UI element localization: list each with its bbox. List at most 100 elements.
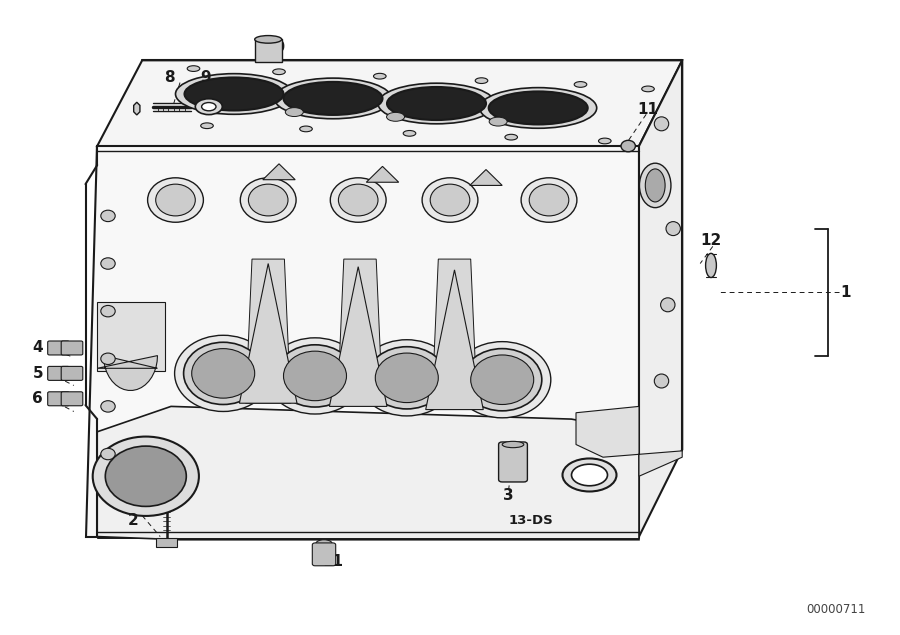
Text: 00000711: 00000711: [806, 603, 866, 616]
Ellipse shape: [175, 335, 272, 411]
FancyBboxPatch shape: [499, 442, 527, 482]
Text: 6: 6: [32, 391, 43, 406]
Polygon shape: [134, 102, 140, 115]
Polygon shape: [338, 259, 382, 403]
Polygon shape: [366, 166, 399, 182]
Ellipse shape: [101, 210, 115, 222]
Polygon shape: [426, 270, 483, 410]
Ellipse shape: [148, 178, 203, 222]
Ellipse shape: [255, 36, 282, 43]
FancyBboxPatch shape: [97, 302, 165, 371]
Ellipse shape: [642, 86, 654, 91]
Text: 1: 1: [841, 284, 851, 300]
Ellipse shape: [387, 112, 405, 121]
Ellipse shape: [201, 123, 213, 128]
Ellipse shape: [273, 69, 285, 74]
Ellipse shape: [489, 91, 588, 124]
Ellipse shape: [475, 78, 488, 83]
Ellipse shape: [574, 82, 587, 88]
Text: 2: 2: [128, 513, 139, 528]
Ellipse shape: [240, 178, 296, 222]
Ellipse shape: [274, 78, 392, 119]
Text: 9: 9: [200, 70, 211, 85]
FancyBboxPatch shape: [61, 341, 83, 355]
Ellipse shape: [101, 448, 115, 460]
Text: 13-DS: 13-DS: [508, 514, 554, 527]
Ellipse shape: [639, 163, 670, 208]
Polygon shape: [576, 406, 682, 476]
Ellipse shape: [572, 464, 608, 486]
Ellipse shape: [316, 540, 332, 547]
Ellipse shape: [422, 178, 478, 222]
Ellipse shape: [284, 82, 382, 115]
Ellipse shape: [184, 342, 263, 404]
Polygon shape: [639, 60, 682, 537]
Ellipse shape: [101, 258, 115, 269]
Ellipse shape: [378, 83, 495, 124]
Ellipse shape: [108, 447, 184, 505]
FancyBboxPatch shape: [61, 392, 83, 406]
Ellipse shape: [654, 117, 669, 131]
Ellipse shape: [375, 353, 438, 403]
Ellipse shape: [96, 439, 195, 514]
Ellipse shape: [621, 140, 635, 152]
Polygon shape: [239, 264, 297, 403]
Ellipse shape: [358, 340, 455, 416]
Ellipse shape: [187, 66, 200, 72]
FancyBboxPatch shape: [48, 341, 69, 355]
Text: 3: 3: [503, 488, 514, 503]
FancyBboxPatch shape: [48, 366, 69, 380]
FancyBboxPatch shape: [48, 392, 69, 406]
Ellipse shape: [101, 305, 115, 317]
Ellipse shape: [562, 458, 616, 491]
Ellipse shape: [463, 349, 542, 411]
Ellipse shape: [529, 184, 569, 216]
Polygon shape: [329, 267, 387, 406]
Ellipse shape: [330, 178, 386, 222]
Ellipse shape: [661, 298, 675, 312]
Ellipse shape: [387, 87, 486, 120]
Ellipse shape: [300, 126, 312, 132]
Ellipse shape: [502, 441, 524, 448]
Ellipse shape: [105, 446, 186, 507]
Polygon shape: [86, 146, 639, 537]
Ellipse shape: [275, 345, 355, 407]
Ellipse shape: [645, 169, 665, 202]
Polygon shape: [142, 60, 682, 450]
Text: 7: 7: [580, 476, 590, 491]
Ellipse shape: [521, 178, 577, 222]
Ellipse shape: [184, 77, 284, 110]
Ellipse shape: [454, 342, 551, 418]
Ellipse shape: [285, 107, 303, 117]
Ellipse shape: [101, 401, 115, 412]
Polygon shape: [97, 356, 158, 391]
Ellipse shape: [430, 184, 470, 216]
FancyBboxPatch shape: [61, 366, 83, 380]
Ellipse shape: [195, 99, 222, 115]
Ellipse shape: [471, 355, 534, 404]
Text: 5: 5: [32, 366, 43, 381]
Ellipse shape: [266, 338, 364, 414]
Text: 8: 8: [164, 70, 175, 85]
Ellipse shape: [176, 74, 292, 114]
FancyBboxPatch shape: [156, 538, 177, 547]
Ellipse shape: [338, 184, 378, 216]
Polygon shape: [263, 164, 295, 180]
Ellipse shape: [403, 131, 416, 137]
Ellipse shape: [367, 347, 446, 409]
Ellipse shape: [666, 222, 680, 236]
Ellipse shape: [505, 134, 518, 140]
FancyBboxPatch shape: [255, 39, 282, 62]
Ellipse shape: [654, 374, 669, 388]
Polygon shape: [97, 406, 639, 540]
Text: 4: 4: [32, 340, 43, 356]
Text: 11: 11: [637, 102, 659, 117]
Ellipse shape: [93, 437, 199, 516]
Ellipse shape: [202, 102, 216, 111]
Text: 12: 12: [700, 232, 722, 248]
Polygon shape: [97, 60, 682, 146]
Ellipse shape: [101, 353, 115, 364]
Ellipse shape: [248, 184, 288, 216]
Text: 11: 11: [322, 554, 344, 570]
Ellipse shape: [706, 253, 716, 277]
